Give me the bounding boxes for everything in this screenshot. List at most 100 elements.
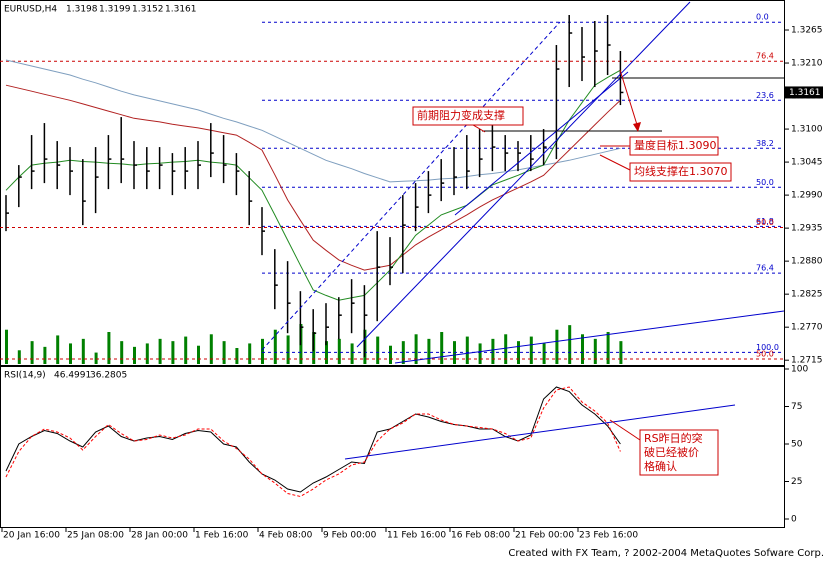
trend-line bbox=[261, 21, 561, 351]
volume-bar bbox=[529, 336, 533, 364]
note-box bbox=[639, 429, 719, 476]
y-tick-label: 1.2825 bbox=[791, 290, 823, 300]
y-tick-label: 1.3100 bbox=[791, 125, 823, 135]
volume-bar bbox=[273, 329, 277, 364]
volume-bar bbox=[145, 343, 149, 364]
rsi-frame bbox=[0, 366, 785, 528]
y-tick-label: 75 bbox=[791, 402, 802, 412]
volume-bar bbox=[171, 341, 175, 364]
y-tick-label: 50 bbox=[791, 440, 803, 450]
volume-bar bbox=[542, 343, 546, 364]
fib-label: 100.0 bbox=[756, 343, 779, 352]
volume-bar bbox=[581, 334, 584, 364]
fib-label: 76.4 bbox=[756, 264, 774, 273]
x-tick-label: 11 Feb 16:00 bbox=[387, 531, 446, 541]
x-tick-label: 21 Feb 00:00 bbox=[515, 531, 574, 541]
y-tick-label: 1.3265 bbox=[791, 26, 823, 36]
y-tick-label: 0 bbox=[791, 515, 797, 525]
volume-bar bbox=[261, 338, 264, 364]
y-tick-label: 1.2770 bbox=[791, 323, 823, 333]
x-tick-label: 25 Jan 08:00 bbox=[67, 531, 124, 541]
volume-bar bbox=[184, 336, 188, 364]
volume-bar bbox=[209, 334, 213, 364]
x-tick-label: 1 Feb 16:00 bbox=[195, 531, 249, 541]
annotation: 前期阻力变成支撑 bbox=[417, 108, 505, 122]
x-tick-label: 23 Feb 16:00 bbox=[579, 531, 638, 541]
fib-label: 76.4 bbox=[756, 52, 774, 61]
plot: 0.023.638.250.061.876.4100.076.450.050.0… bbox=[0, 13, 823, 541]
volume-bar bbox=[120, 341, 124, 364]
volume-bar bbox=[478, 343, 482, 364]
volume-bar bbox=[133, 346, 136, 364]
volume-bar bbox=[350, 343, 354, 364]
volume-bar bbox=[248, 343, 252, 364]
volume-bar bbox=[17, 350, 21, 364]
fib-label: 61.8 bbox=[756, 217, 774, 226]
annotation: 破已经被价 bbox=[644, 445, 699, 459]
y-tick-label: 25 bbox=[791, 477, 802, 487]
main-frame bbox=[0, 0, 785, 366]
volume-bar bbox=[401, 341, 405, 364]
x-tick-label: 4 Feb 08:00 bbox=[259, 531, 313, 541]
volume-bar bbox=[504, 334, 508, 364]
volume-bar bbox=[235, 348, 239, 364]
volume-bar bbox=[465, 336, 469, 364]
fib-label: 23.6 bbox=[756, 91, 774, 100]
annotation: 均线支撑在1.3070 bbox=[634, 164, 728, 178]
x-tick-label: 20 Jan 16:00 bbox=[3, 531, 60, 541]
x-tick-label: 28 Jan 00:00 bbox=[131, 531, 188, 541]
fib-label: 38.2 bbox=[756, 139, 774, 148]
volume-bar bbox=[593, 338, 597, 364]
y-tick-label: 1.2880 bbox=[791, 257, 823, 267]
volume-bar bbox=[43, 346, 47, 364]
y-tick-label: 100 bbox=[791, 365, 808, 375]
trend-line bbox=[356, 1, 691, 348]
note-box bbox=[629, 162, 732, 182]
y-tick-label: 1.2935 bbox=[791, 224, 823, 234]
rsi-title: RSI(14,9) bbox=[4, 371, 46, 381]
volume-bar bbox=[517, 341, 520, 364]
volume-bar bbox=[376, 336, 380, 364]
header-value: 36.2805 bbox=[90, 371, 127, 381]
header-value: 1.3199 bbox=[99, 5, 131, 15]
y-tick-label: 1.3210 bbox=[791, 59, 823, 69]
note-box bbox=[629, 136, 719, 156]
pointer bbox=[599, 154, 631, 171]
volume-bar bbox=[158, 338, 162, 364]
volume-bar bbox=[30, 341, 34, 364]
volume-bar bbox=[491, 338, 495, 364]
volume-bar bbox=[94, 352, 98, 364]
fib-label: 50.0 bbox=[756, 218, 774, 227]
fib-label: 0.0 bbox=[756, 13, 769, 22]
header-value: 46.4991 bbox=[54, 371, 91, 381]
volume-bar bbox=[81, 338, 85, 364]
arrow bbox=[619, 69, 639, 129]
header-value: 1.3198 bbox=[66, 5, 98, 15]
volume-bar bbox=[389, 345, 392, 364]
volume-bar bbox=[619, 341, 623, 364]
volume-bar bbox=[606, 332, 610, 364]
fib-label: 50.0 bbox=[756, 178, 774, 187]
annotation: 量度目标1.3090 bbox=[634, 138, 717, 152]
last-price-label: 1.3161 bbox=[789, 88, 821, 98]
volume-bar bbox=[69, 343, 72, 364]
annotation: 格确认 bbox=[644, 459, 677, 473]
volume-bar bbox=[427, 338, 431, 364]
volume-bar bbox=[5, 329, 8, 364]
annotation: RS昨日的突 bbox=[644, 431, 703, 445]
volume-bar bbox=[414, 334, 418, 364]
trend-line bbox=[454, 71, 629, 216]
trend-line bbox=[394, 310, 785, 364]
footer: Created with FX Team, ? 2002-2004 MetaQu… bbox=[508, 548, 824, 559]
volume-bar bbox=[555, 329, 559, 364]
moving-average bbox=[5, 84, 621, 271]
note-box bbox=[412, 106, 524, 126]
volume-bar bbox=[337, 338, 341, 364]
fib-label: 50.0 bbox=[756, 349, 774, 358]
header-value: 1.3152 bbox=[132, 5, 164, 15]
header-value: 1.3161 bbox=[165, 5, 197, 15]
trend-line bbox=[344, 404, 736, 460]
volume-bar bbox=[197, 345, 200, 364]
volume-bar bbox=[56, 335, 60, 364]
